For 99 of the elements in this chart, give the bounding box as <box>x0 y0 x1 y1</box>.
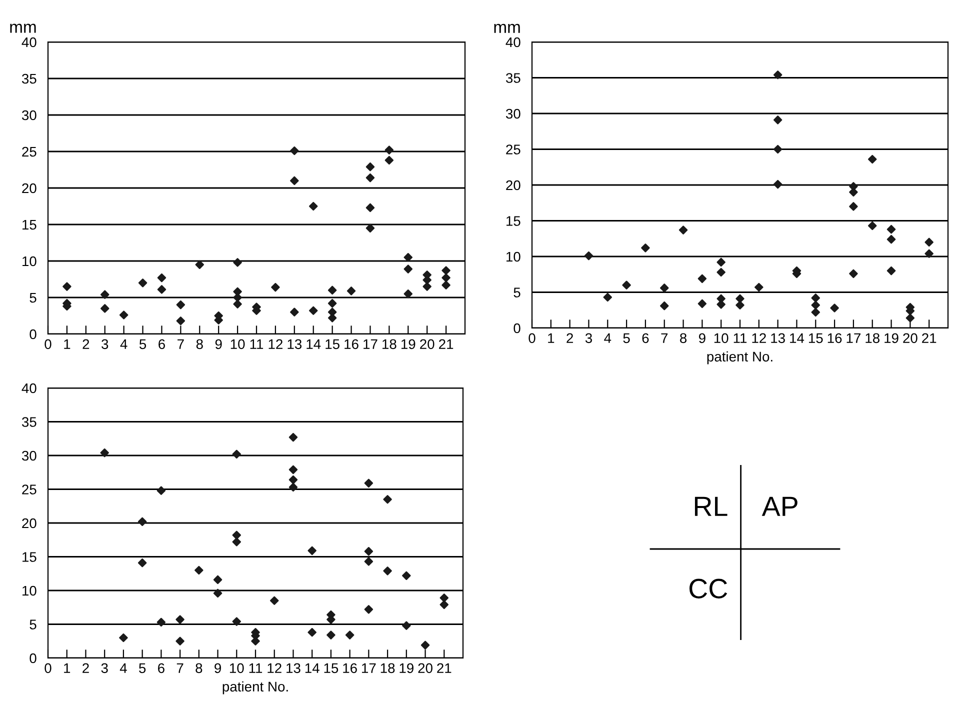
x-tick-label: 9 <box>698 333 706 344</box>
x-tick-label: 3 <box>585 333 592 344</box>
y-tick-label: 40 <box>506 37 520 48</box>
y-tick-label: 30 <box>22 110 36 120</box>
x-tick-label: 15 <box>808 333 823 344</box>
text: RL <box>694 496 728 516</box>
x-tick-label: 18 <box>380 663 395 674</box>
x-tick-label: 8 <box>196 339 203 350</box>
x-tick-label: 2 <box>566 333 573 343</box>
x-tick-label: 15 <box>324 663 338 674</box>
y-tick-label: 25 <box>506 144 520 154</box>
x-tick-label: 21 <box>437 663 452 673</box>
x-tick-label: 12 <box>268 663 282 673</box>
x-tick-label: 19 <box>884 333 898 344</box>
x-tick-label: 11 <box>249 663 262 673</box>
x-tick-label: 20 <box>420 339 434 350</box>
x-tick-label: 0 <box>528 333 536 344</box>
x-tick-label: 5 <box>623 333 630 344</box>
x-tick-label: 7 <box>178 339 184 349</box>
text: AP <box>762 496 798 516</box>
y-tick-label: 10 <box>22 586 36 596</box>
x-tick-label: 21 <box>439 339 454 349</box>
x-tick-label: 17 <box>362 663 376 673</box>
y-tick-label: 5 <box>30 620 36 630</box>
x-tick-label: 11 <box>250 339 264 349</box>
x-tick-label: 6 <box>158 663 164 674</box>
x-tick-label: 5 <box>139 663 146 674</box>
x-tick-label: 17 <box>364 339 378 349</box>
x-tick-label: 18 <box>382 339 396 350</box>
x-tick-label: 16 <box>343 663 357 674</box>
y-tick-label: 5 <box>30 292 36 303</box>
x-axis-title: patient No. <box>222 681 288 694</box>
y-tick-label: 10 <box>22 256 36 266</box>
x-tick-label: 18 <box>866 333 880 344</box>
x-tick-label: 9 <box>214 663 221 674</box>
y-tick-label: 35 <box>22 417 36 427</box>
y-tick-label: 40 <box>22 383 36 394</box>
x-tick-label: 14 <box>306 339 321 349</box>
x-tick-label: 4 <box>604 333 612 343</box>
x-tick-label: 7 <box>176 663 184 673</box>
x-tick-label: 3 <box>101 663 108 674</box>
x-tick-label: 8 <box>196 663 202 674</box>
y-axis-title: mm <box>10 24 36 33</box>
x-tick-label: 12 <box>268 339 282 349</box>
x-tick-label: 10 <box>230 339 245 350</box>
x-tick-label: 21 <box>922 333 936 343</box>
x-tick-label: 6 <box>158 339 165 350</box>
x-tick-label: 20 <box>418 663 432 674</box>
x-tick-label: 1 <box>548 333 554 343</box>
x-tick-label: 1 <box>64 663 70 673</box>
x-tick-label: 4 <box>120 339 128 349</box>
y-tick-label: 25 <box>22 484 36 494</box>
x-tick-label: 8 <box>680 333 687 344</box>
y-tick-label: 15 <box>22 552 36 562</box>
x-tick-label: 10 <box>714 333 728 344</box>
x-tick-label: 19 <box>400 663 414 674</box>
x-tick-label: 6 <box>642 333 649 344</box>
y-tick-label: 25 <box>22 146 36 157</box>
y-tick-label: 5 <box>514 288 520 298</box>
y-tick-label: 30 <box>506 108 520 119</box>
x-tick-label: 12 <box>752 333 766 343</box>
x-tick-label: 2 <box>82 339 90 349</box>
x-tick-label: 1 <box>64 339 70 349</box>
x-tick-label: 4 <box>120 663 127 673</box>
y-tick-label: 20 <box>22 183 36 194</box>
x-tick-label: 16 <box>344 339 358 350</box>
y-tick-label: 40 <box>22 37 36 48</box>
y-tick-label: 0 <box>514 323 520 334</box>
x-tick-label: 11 <box>734 333 747 343</box>
x-tick-label: 3 <box>102 339 108 350</box>
text: CC <box>689 578 728 598</box>
x-tick-label: 9 <box>215 339 222 350</box>
x-tick-label: 19 <box>401 339 416 350</box>
y-tick-label: 15 <box>506 216 520 226</box>
y-tick-label: 30 <box>22 450 36 461</box>
x-tick-label: 5 <box>139 339 146 350</box>
x-axis-title: patient No. <box>707 351 772 364</box>
x-tick-label: 2 <box>82 663 89 673</box>
y-tick-label: 15 <box>22 220 36 230</box>
x-tick-label: 17 <box>846 333 860 343</box>
x-tick-label: 14 <box>305 663 320 673</box>
x-tick-label: 13 <box>771 333 785 344</box>
x-tick-label: 13 <box>288 339 302 350</box>
x-tick-label: 14 <box>790 333 804 343</box>
x-tick-label: 20 <box>903 333 918 344</box>
x-tick-label: 15 <box>326 339 340 350</box>
y-tick-label: 10 <box>506 252 520 262</box>
y-tick-label: 0 <box>30 653 36 664</box>
x-tick-label: 0 <box>44 663 52 674</box>
y-tick-label: 20 <box>506 180 520 190</box>
y-tick-label: 35 <box>22 74 36 84</box>
y-tick-label: 35 <box>506 73 520 83</box>
y-axis-title: mm <box>494 24 520 33</box>
x-tick-label: 0 <box>44 339 52 350</box>
y-tick-label: 20 <box>22 518 36 528</box>
x-tick-label: 7 <box>661 333 668 343</box>
x-tick-label: 16 <box>828 333 842 344</box>
x-tick-label: 13 <box>286 663 300 674</box>
x-tick-label: 10 <box>230 663 244 674</box>
